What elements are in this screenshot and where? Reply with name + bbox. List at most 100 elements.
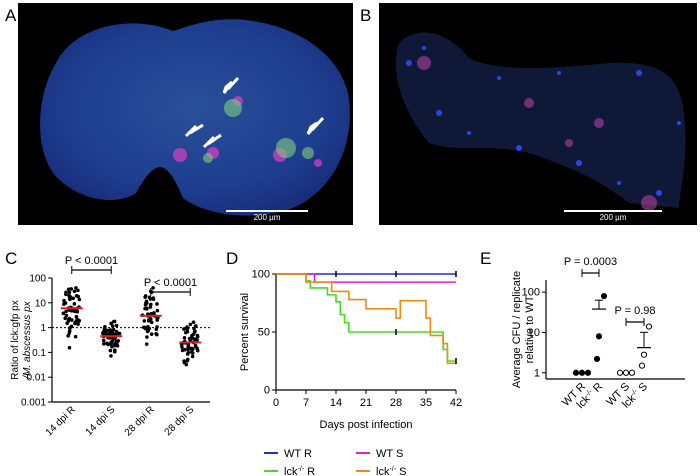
x-tick-label: 35 bbox=[420, 397, 432, 409]
data-point bbox=[622, 369, 630, 376]
survival-line-4 bbox=[276, 273, 456, 365]
data-point bbox=[61, 311, 66, 316]
data-point bbox=[77, 318, 81, 323]
x-tick-label: 42 bbox=[450, 397, 462, 409]
data-point bbox=[72, 302, 77, 306]
y-tick-label: 0.001 bbox=[21, 398, 46, 409]
scale-bar-label-b: 200 µm bbox=[599, 213, 627, 222]
data-point bbox=[149, 320, 154, 325]
data-point bbox=[151, 286, 155, 290]
data-point bbox=[109, 321, 113, 326]
data-point bbox=[640, 351, 648, 358]
y-tick-label: 0.01 bbox=[27, 373, 47, 384]
y-axis-label-2: /M. abscessus px bbox=[22, 300, 33, 379]
micrograph-b-image bbox=[395, 32, 686, 212]
data-point bbox=[192, 326, 196, 331]
y-tick-label: 0 bbox=[264, 385, 270, 397]
data-point bbox=[151, 297, 156, 301]
y-tick-label: 100 bbox=[29, 274, 46, 285]
data-point bbox=[190, 354, 195, 359]
legend-label: lck-/- S bbox=[376, 466, 406, 476]
x-tick-label: 21 bbox=[360, 397, 372, 409]
y-axis-label: Percent survival bbox=[239, 293, 251, 371]
x-tick-label: 14 dpi S bbox=[84, 404, 118, 438]
data-point bbox=[110, 344, 114, 349]
x-tick-label: 7 bbox=[303, 397, 309, 409]
data-point bbox=[185, 357, 190, 362]
panel-letter-b: B bbox=[360, 6, 372, 25]
data-point bbox=[108, 348, 113, 353]
data-point bbox=[143, 295, 147, 299]
data-point bbox=[76, 294, 80, 299]
x-axis-label: Days post infection bbox=[320, 419, 413, 431]
data-point bbox=[114, 323, 119, 328]
data-point bbox=[109, 341, 113, 346]
y-axis-label-2: relative to WT bbox=[524, 295, 536, 363]
legend-label: lck-/- R bbox=[284, 466, 315, 476]
data-point bbox=[102, 342, 106, 346]
data-point bbox=[600, 292, 608, 300]
data-point bbox=[74, 286, 78, 290]
p-value-label: P < 0.0001 bbox=[144, 277, 197, 289]
data-point bbox=[180, 345, 184, 349]
data-point bbox=[149, 332, 154, 336]
data-point bbox=[64, 292, 68, 297]
data-point bbox=[106, 342, 110, 347]
data-point bbox=[185, 327, 189, 332]
p-value-label: P < 0.0001 bbox=[65, 255, 118, 267]
micrograph-a: 200 µm bbox=[18, 3, 353, 225]
data-point bbox=[189, 336, 193, 340]
data-point bbox=[155, 308, 160, 313]
data-point bbox=[112, 349, 117, 354]
legend-label: WT S bbox=[376, 448, 403, 460]
data-point bbox=[155, 302, 159, 306]
x-tick-label: 14 dpi R bbox=[44, 404, 78, 438]
scale-bar-label-a: 200 µm bbox=[253, 213, 281, 222]
panel-letter-d: D bbox=[226, 249, 239, 268]
panel-letter-a: A bbox=[5, 6, 17, 25]
y-tick-label: 100 bbox=[252, 269, 270, 281]
p-value-label: P = 0.98 bbox=[614, 305, 655, 317]
panel-letter-e: E bbox=[480, 249, 492, 268]
data-point bbox=[144, 301, 149, 306]
data-point bbox=[73, 334, 78, 339]
data-point bbox=[595, 333, 603, 340]
data-point bbox=[195, 335, 200, 339]
data-point bbox=[148, 317, 153, 321]
data-point bbox=[63, 301, 68, 305]
panel-letter-c: C bbox=[5, 249, 18, 268]
data-point bbox=[103, 325, 107, 329]
data-point bbox=[66, 334, 70, 338]
data-point bbox=[104, 329, 108, 334]
data-point bbox=[188, 346, 193, 351]
data-point bbox=[110, 329, 114, 334]
y-axis-label: Ratio of lck:gfp px bbox=[10, 300, 21, 379]
data-point bbox=[189, 350, 194, 354]
data-point bbox=[101, 338, 106, 343]
data-point bbox=[188, 322, 193, 327]
data-point bbox=[109, 354, 113, 358]
micrograph-b: 200 µm bbox=[379, 3, 697, 225]
data-point bbox=[593, 355, 601, 363]
data-point bbox=[68, 294, 72, 299]
y-axis-label: Average CFU / replicate bbox=[511, 271, 523, 388]
data-point bbox=[182, 327, 186, 331]
data-point bbox=[117, 331, 122, 336]
data-point bbox=[191, 320, 196, 325]
data-point bbox=[180, 348, 185, 353]
data-point bbox=[182, 335, 187, 340]
chart-c: 100 10 1 0.1 0.01 0.001 Ratio of lck:gfp px/M.… bbox=[10, 255, 210, 438]
data-point bbox=[195, 338, 199, 342]
data-point bbox=[110, 339, 115, 343]
data-point bbox=[64, 313, 69, 318]
data-point bbox=[638, 362, 646, 369]
data-point bbox=[74, 314, 79, 319]
data-point bbox=[148, 305, 153, 309]
data-point bbox=[148, 297, 153, 301]
data-point bbox=[584, 369, 592, 376]
data-point bbox=[194, 324, 198, 328]
data-point bbox=[73, 320, 78, 325]
data-point bbox=[616, 369, 624, 376]
data-point bbox=[69, 324, 74, 329]
y-tick-label: 1 bbox=[534, 367, 540, 379]
